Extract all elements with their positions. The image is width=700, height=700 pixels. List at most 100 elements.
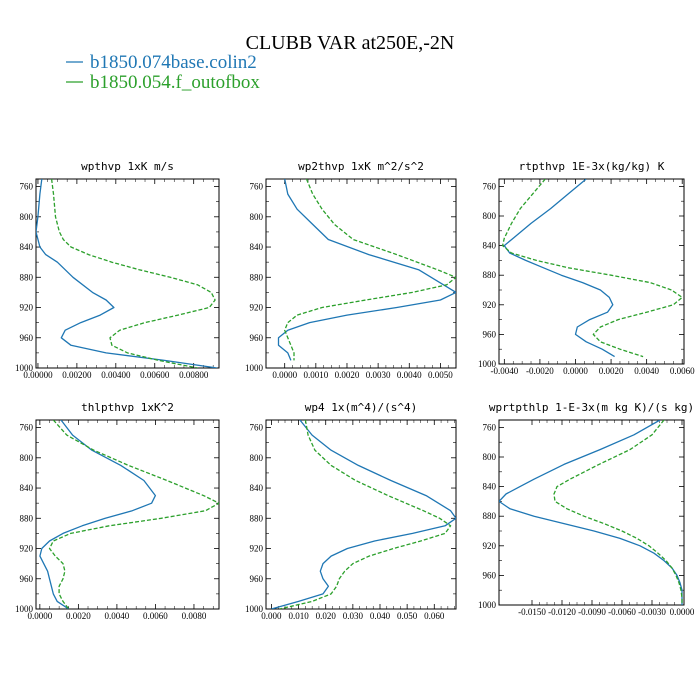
x-tick-label: 0.030 bbox=[343, 611, 364, 621]
panel-title: wprtpthlp 1-E-3x(m kg K)/(s kg) bbox=[489, 401, 694, 414]
x-tick-label: -0.0120 bbox=[548, 607, 576, 617]
y-tick-label: 800 bbox=[483, 211, 497, 221]
y-tick-label: 880 bbox=[250, 272, 264, 282]
y-tick-label: 760 bbox=[20, 423, 34, 433]
y-tick-label: 840 bbox=[20, 242, 34, 252]
x-tick-label: 0.0040 bbox=[105, 611, 130, 621]
y-tick-label: 880 bbox=[483, 511, 497, 521]
x-tick-label: 0.0060 bbox=[670, 366, 695, 376]
x-tick-label: -0.0030 bbox=[638, 607, 666, 617]
x-tick-label: 0.0000 bbox=[272, 370, 297, 380]
x-tick-label: -0.0060 bbox=[608, 607, 636, 617]
x-tick-label: 0.00000 bbox=[23, 370, 53, 380]
x-tick-label: 0.0040 bbox=[634, 366, 659, 376]
y-tick-label: 1000 bbox=[245, 604, 264, 614]
series-line-outofbox bbox=[279, 420, 452, 609]
series-line-outofbox bbox=[553, 420, 683, 605]
x-tick-label: -0.0020 bbox=[526, 366, 554, 376]
panel-title: wp4 1x(m^4)/(s^4) bbox=[305, 401, 418, 414]
y-tick-label: 920 bbox=[483, 300, 497, 310]
series-line-base bbox=[271, 420, 456, 609]
y-tick-label: 1000 bbox=[15, 604, 34, 614]
panel-2: wp2thvp 1xK m^2/s^2 760 800 840 880 920 960 100… bbox=[245, 160, 457, 380]
series-line-outofbox bbox=[50, 179, 216, 368]
x-tick-label: 0.0040 bbox=[397, 370, 422, 380]
x-tick-label: 0.010 bbox=[288, 611, 309, 621]
figure-title: CLUBB VAR at250E,-2N bbox=[246, 32, 455, 54]
x-tick-label: 0.00600 bbox=[140, 370, 170, 380]
y-tick-label: 920 bbox=[250, 544, 264, 554]
y-tick-label: 920 bbox=[483, 541, 497, 551]
x-tick-label: -0.0040 bbox=[490, 366, 518, 376]
y-tick-label: 800 bbox=[20, 212, 34, 222]
y-tick-label: 760 bbox=[483, 181, 497, 191]
series-line-base bbox=[277, 179, 456, 361]
figure-legend: b1850.074base.colin2 b1850.054.f_outofbo… bbox=[66, 52, 260, 93]
series-line-base bbox=[503, 179, 615, 358]
panel-5: wp4 1x(m^4)/(s^4)76080084088092096010000… bbox=[245, 401, 457, 621]
y-tick-label: 840 bbox=[250, 242, 264, 252]
y-tick-label: 760 bbox=[483, 422, 497, 432]
panel-grid: wpthvp 1xK m/s76080084088092096010000.00… bbox=[15, 160, 695, 621]
series-line-outofbox bbox=[48, 420, 219, 609]
y-tick-label: 880 bbox=[20, 513, 34, 523]
y-tick-label: 840 bbox=[20, 483, 34, 493]
x-tick-label: -0.0150 bbox=[518, 607, 546, 617]
y-tick-label: 960 bbox=[483, 329, 497, 339]
y-tick-label: 1000 bbox=[245, 363, 264, 373]
y-tick-label: 960 bbox=[483, 570, 497, 580]
plot-frame bbox=[498, 419, 685, 606]
x-tick-label: 0.0060 bbox=[143, 611, 168, 621]
x-tick-label: 0.020 bbox=[316, 611, 337, 621]
x-tick-label: 0.00200 bbox=[62, 370, 92, 380]
panel-title: thlpthvp 1xK^2 bbox=[81, 401, 174, 414]
y-tick-label: 920 bbox=[20, 544, 34, 554]
series-line-base bbox=[499, 420, 683, 605]
plot-frame bbox=[265, 178, 457, 369]
y-tick-label: 1000 bbox=[15, 363, 34, 373]
y-tick-label: 760 bbox=[250, 423, 264, 433]
series-line-base bbox=[39, 420, 157, 609]
y-tick-label: 880 bbox=[483, 270, 497, 280]
x-tick-label: -0.0090 bbox=[578, 607, 606, 617]
legend-label-base: b1850.074base.colin2 bbox=[90, 52, 257, 73]
x-tick-label: 0.0000 bbox=[27, 611, 52, 621]
y-tick-label: 960 bbox=[20, 574, 34, 584]
x-tick-label: 0.0050 bbox=[428, 370, 453, 380]
panel-1: wpthvp 1xK m/s76080084088092096010000.00… bbox=[15, 160, 220, 380]
series-line-outofbox bbox=[284, 179, 456, 361]
x-tick-label: 0.040 bbox=[370, 611, 391, 621]
panel-3: rtpthvp 1E-3x(kg/kg) K 760 800 840 880 920 960… bbox=[478, 160, 695, 376]
y-tick-label: 920 bbox=[250, 303, 264, 313]
x-tick-label: 0.0030 bbox=[366, 370, 391, 380]
y-tick-label: 960 bbox=[20, 333, 34, 343]
panel-title: rtpthvp 1E-3x(kg/kg) K bbox=[519, 160, 665, 173]
y-tick-label: 800 bbox=[483, 452, 497, 462]
panel-title: wpthvp 1xK m/s bbox=[81, 160, 174, 173]
y-tick-label: 920 bbox=[20, 303, 34, 313]
y-tick-label: 800 bbox=[250, 453, 264, 463]
y-tick-label: 880 bbox=[20, 272, 34, 282]
x-tick-label: 0.0000 bbox=[670, 607, 695, 617]
y-tick-label: 1000 bbox=[478, 359, 497, 369]
y-tick-label: 760 bbox=[20, 182, 34, 192]
x-tick-label: 0.0020 bbox=[66, 611, 91, 621]
y-tick-label: 1000 bbox=[478, 600, 497, 610]
y-tick-label: 840 bbox=[483, 482, 497, 492]
x-tick-label: 0.00400 bbox=[101, 370, 131, 380]
x-tick-label: 0.0020 bbox=[599, 366, 624, 376]
y-tick-label: 840 bbox=[483, 241, 497, 251]
y-tick-label: 800 bbox=[250, 212, 264, 222]
y-tick-label: 960 bbox=[250, 333, 264, 343]
x-tick-label: 0.0020 bbox=[335, 370, 360, 380]
x-tick-label: 0.0000 bbox=[563, 366, 588, 376]
x-tick-label: 0.00800 bbox=[179, 370, 209, 380]
panel-6: wprtpthlp 1-E-3x(m kg K)/(s kg) 760 800 840… bbox=[478, 401, 695, 617]
x-tick-label: 0.060 bbox=[424, 611, 445, 621]
series-line-base bbox=[36, 179, 218, 368]
x-tick-label: 0.0080 bbox=[182, 611, 207, 621]
y-tick-label: 800 bbox=[20, 453, 34, 463]
x-tick-label: 0.000 bbox=[261, 611, 282, 621]
x-tick-label: 0.0010 bbox=[303, 370, 328, 380]
